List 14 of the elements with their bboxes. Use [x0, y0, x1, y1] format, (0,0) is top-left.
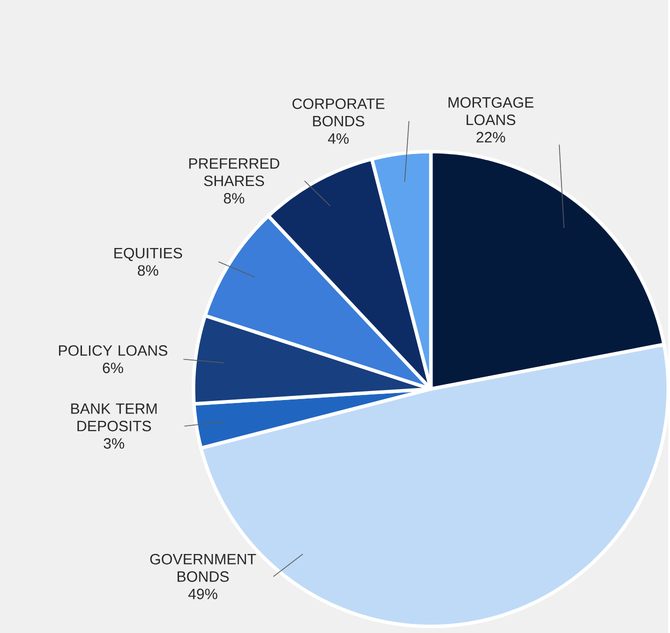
data-label: 22%	[476, 132, 506, 142]
data-label: 4%	[328, 133, 349, 144]
slice-label: GOVERNMENT BONDS	[150, 554, 256, 582]
data-label: 3%	[104, 438, 124, 449]
slice-label: BANK TERM DEPOSITS	[71, 403, 157, 432]
data-label: 8%	[138, 265, 158, 276]
slice-label: MORTGAGE LOANS	[448, 96, 534, 125]
data-label: 6%	[102, 362, 124, 374]
slice-label: EQUITIES	[114, 248, 182, 261]
data-label: 8%	[224, 192, 244, 204]
data-label: 49%	[188, 588, 218, 600]
slice-label: PREFERRED SHARES	[189, 158, 280, 186]
slice-label: CORPORATE BONDS	[292, 98, 384, 126]
slice-label: POLICY LOANS	[59, 345, 168, 356]
